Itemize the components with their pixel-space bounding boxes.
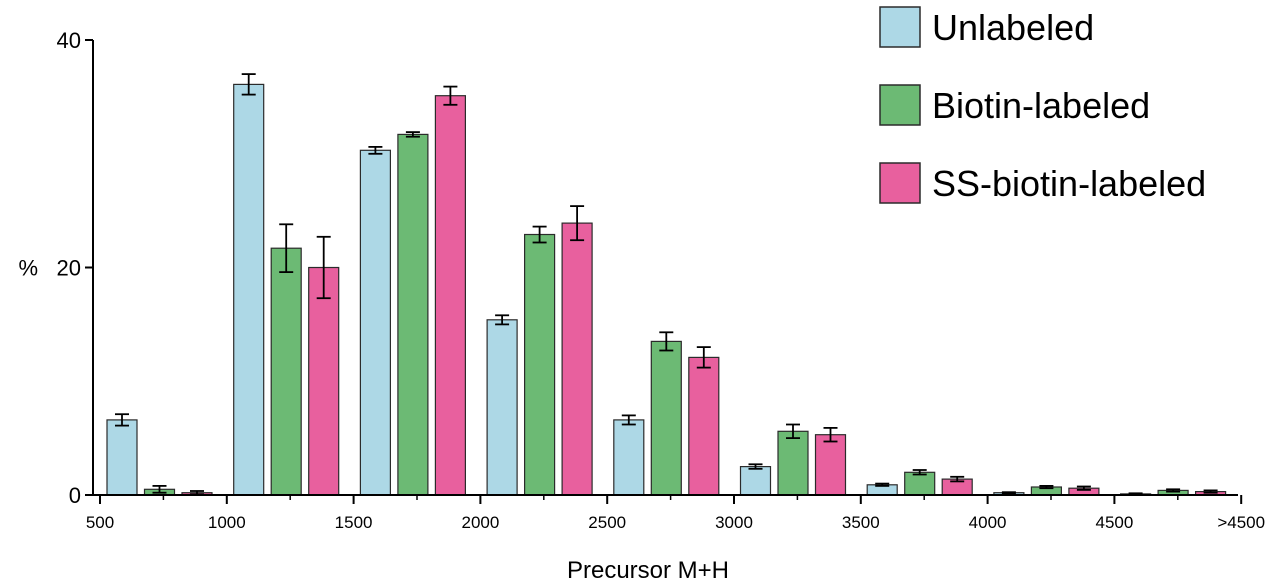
error-bar-3-6 (823, 426, 838, 443)
legend-swatch (879, 162, 921, 204)
x-tick-label-10: >4500 (1217, 513, 1265, 532)
error-bar-3-3 (443, 85, 458, 106)
bar-2-7 (904, 471, 936, 496)
x-tick-label-8: 4000 (969, 513, 1007, 532)
error-bar-2-6 (786, 423, 800, 440)
legend-item-1: Unlabeled (879, 6, 1094, 48)
error-bar-1-2 (241, 73, 256, 96)
bar-2-3 (397, 133, 429, 496)
bars-layer (106, 83, 1227, 496)
bar-2-4 (523, 233, 556, 496)
error-bar-2-5 (659, 331, 674, 352)
error-bar-1-4 (495, 314, 510, 326)
bar-1-3 (359, 149, 391, 496)
x-axis-label: Precursor M+H (567, 557, 729, 584)
bar-3-5 (688, 356, 720, 496)
legend-swatch (879, 6, 921, 48)
legend-label: Biotin-labeled (932, 85, 1150, 126)
x-tick-label-2: 1000 (208, 513, 246, 532)
x-tick-label-1: 500 (86, 513, 114, 532)
error-bar-2-7 (912, 469, 927, 476)
error-bar-1-6 (748, 463, 763, 470)
bar-1-5 (613, 419, 645, 496)
error-bar-2-3 (405, 131, 420, 138)
x-tick-label-4: 2000 (461, 513, 499, 532)
error-bar-3-4 (570, 205, 585, 242)
bar-1-4 (486, 319, 518, 496)
error-bar-3-7 (950, 475, 965, 483)
legend: Unlabeled Biotin-labeled SS-biotin-labeled (879, 6, 1206, 204)
legend-label: Unlabeled (932, 7, 1094, 48)
error-bar-3-9 (1203, 489, 1218, 494)
bar-2-6 (777, 430, 809, 496)
error-bar-2-9 (1166, 488, 1181, 493)
bar-1-2 (233, 83, 265, 496)
y-tick-label-3: 40 (57, 28, 81, 53)
bar-2-2 (270, 247, 302, 496)
y-tick-label-2: 20 (57, 256, 81, 281)
bar-1-1 (106, 419, 138, 496)
bar-3-4 (561, 222, 593, 496)
error-bar-1-7 (875, 482, 890, 487)
x-tick-label-6: 3000 (715, 513, 753, 532)
bar-3-3 (434, 95, 466, 496)
error-bar-3-8 (1076, 485, 1091, 491)
x-tick-label-9: 4500 (1095, 513, 1133, 532)
bar-1-6 (739, 466, 772, 496)
legend-label: SS-biotin-labeled (932, 163, 1206, 204)
error-bar-2-8 (1039, 484, 1054, 490)
error-bar-2-4 (532, 225, 547, 244)
x-tick-label-3: 1500 (335, 513, 373, 532)
error-bar-2-1 (152, 484, 167, 494)
axes-layer: 0 20 40% 500 1000 1500 2000 2500 3000 3500 4000 450… (18, 28, 1265, 584)
error-bar-3-2 (316, 235, 331, 300)
error-bar-1-3 (368, 145, 383, 155)
y-tick-label-1: 0 (69, 483, 81, 508)
x-tick-label-5: 2500 (588, 513, 626, 532)
bar-2-5 (650, 340, 682, 496)
legend-item-3: SS-biotin-labeled (879, 162, 1206, 204)
legend-item-2: Biotin-labeled (879, 84, 1150, 126)
legend-swatch (879, 84, 921, 126)
bar-3-6 (814, 434, 847, 496)
x-tick-label-7: 3500 (842, 513, 880, 532)
error-bar-1-5 (621, 414, 636, 426)
error-bar-1-8 (1001, 491, 1016, 495)
y-axis-label: % (18, 256, 38, 281)
bar-3-2 (308, 266, 340, 496)
error-bar-1-1 (115, 413, 129, 427)
error-bar-3-5 (696, 346, 711, 369)
error-bar-2-2 (279, 223, 294, 274)
